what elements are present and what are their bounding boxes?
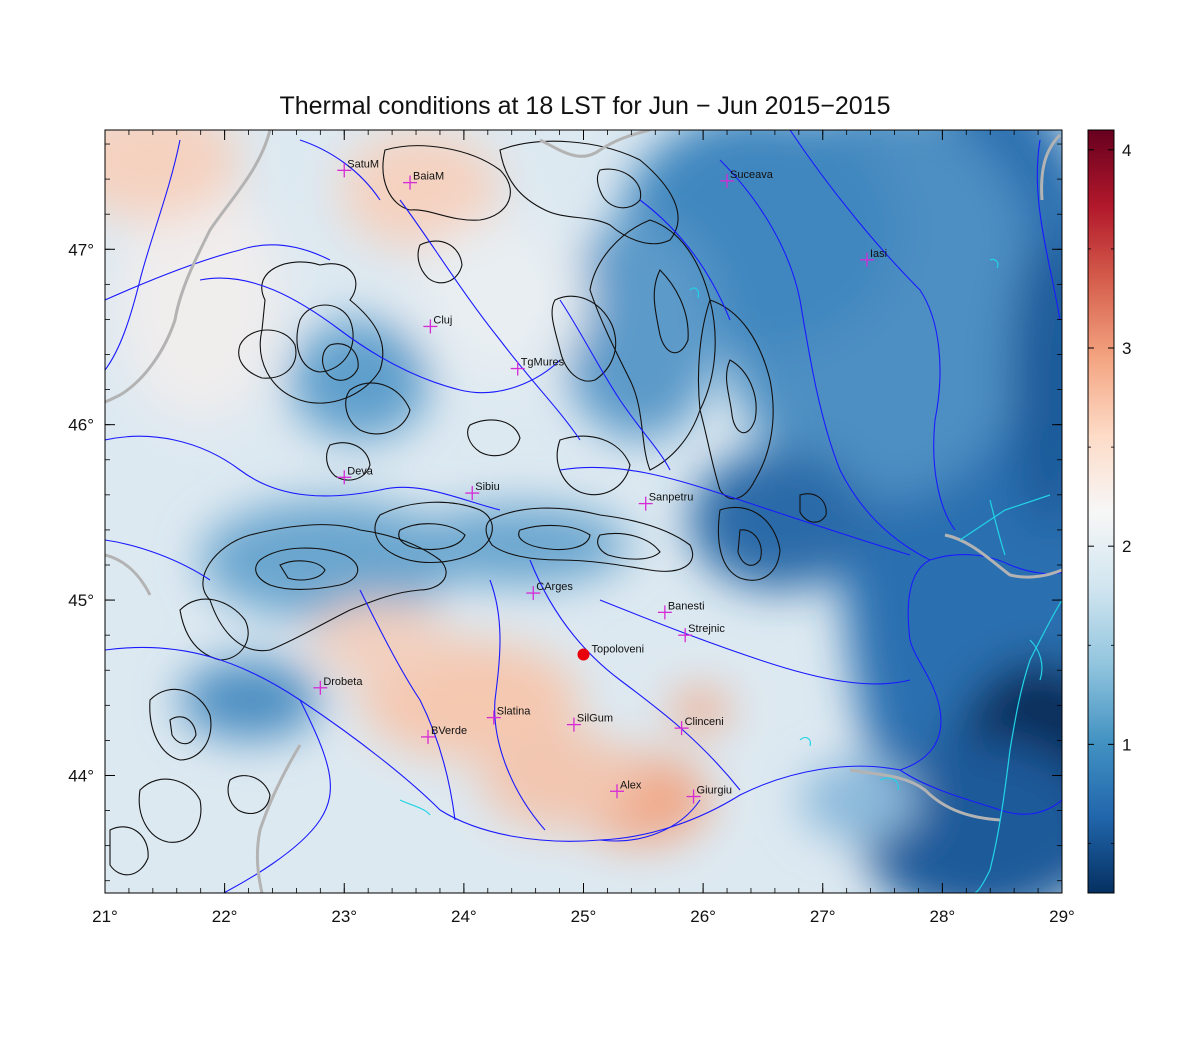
thermal-patch <box>180 660 320 740</box>
station-label: CArges <box>536 581 573 593</box>
map-panel <box>104 129 1063 894</box>
colorbar-tick-label: 4 <box>1122 141 1131 160</box>
lon-tick-label: 29° <box>1049 907 1075 926</box>
lon-tick-label: 21° <box>92 907 118 926</box>
lon-tick-label: 23° <box>331 907 357 926</box>
thermal-patch <box>860 740 1062 893</box>
station-label: Deva <box>347 465 374 477</box>
station-sanpetru: Sanpetru <box>638 492 694 511</box>
highlight-label: Topoloveni <box>592 643 645 655</box>
colorbar-tick-label: 3 <box>1122 339 1131 358</box>
station-alex: Alex <box>609 779 642 799</box>
station-clinceni: Clinceni <box>674 716 724 736</box>
station-satum: SatuM <box>337 158 379 178</box>
thermal-patch <box>480 730 640 830</box>
thermal-patch <box>340 130 500 250</box>
map-axis-ticks <box>104 130 1063 893</box>
lon-tick-label: 28° <box>930 907 956 926</box>
station-bverde: BVerde <box>420 725 467 744</box>
station-suceava: Suceava <box>720 169 774 188</box>
thermal-patch <box>290 320 430 440</box>
thermal-patch <box>1010 230 1062 530</box>
station-label: Slatina <box>497 706 532 718</box>
station-label: Sibiu <box>475 481 499 493</box>
station-drobeta: Drobeta <box>313 676 363 695</box>
station-carges: CArges <box>526 581 573 601</box>
colorbar-gradient <box>1087 129 1115 894</box>
station-label: Sanpetru <box>649 492 694 504</box>
station-label: SatuM <box>347 158 379 170</box>
thermal-patch <box>800 760 920 840</box>
highlight-marker <box>577 648 590 661</box>
coastline-lakes <box>399 258 1062 893</box>
colorbar-tick-label: 1 <box>1122 735 1131 754</box>
station-label: Clinceni <box>685 716 724 728</box>
station-label: BVerde <box>431 725 467 737</box>
station-cluj: Cluj <box>423 314 452 334</box>
station-label: Banesti <box>668 600 705 612</box>
lat-tick-label: 45° <box>68 591 94 610</box>
station-markers: SatuM BaiaM Suceava Iasi Cluj TgMures Deva Sibi… <box>313 158 887 804</box>
rivers <box>105 130 1062 893</box>
lon-tick-label: 24° <box>451 907 477 926</box>
station-baiam: BaiaM <box>403 171 444 190</box>
station-label: TgMures <box>521 357 565 369</box>
colorbar: 1 2 3 4 <box>1087 129 1131 894</box>
station-label: BaiaM <box>413 171 444 183</box>
latitude-axis: 44° 45° 46° 47° <box>68 240 94 785</box>
station-label: Iasi <box>870 248 887 260</box>
station-tgmures: TgMures <box>510 357 565 376</box>
lat-tick-label: 46° <box>68 416 94 435</box>
topography-contours <box>109 140 827 876</box>
lat-tick-label: 44° <box>68 766 94 785</box>
lon-tick-label: 22° <box>212 907 238 926</box>
station-label: SilGum <box>577 713 613 725</box>
map-title: Thermal conditions at 18 LST for Jun − J… <box>279 92 891 120</box>
lon-tick-label: 26° <box>690 907 716 926</box>
station-label: Giurgiu <box>697 785 732 797</box>
station-iasi: Iasi <box>860 248 887 267</box>
colorbar-ticks: 1 2 3 4 <box>1088 141 1131 844</box>
thermal-patch <box>200 500 460 620</box>
station-label: Cluj <box>433 314 452 326</box>
lon-tick-label: 25° <box>571 907 597 926</box>
station-slatina: Slatina <box>486 706 532 725</box>
country-borders <box>105 130 1062 893</box>
thermal-patch <box>105 130 240 220</box>
station-sibiu: Sibiu <box>465 481 500 501</box>
thermal-patch <box>560 220 720 440</box>
highlight-station: Topoloveni <box>577 643 645 661</box>
station-label: Strejnic <box>688 623 725 635</box>
lat-tick-label: 47° <box>68 240 94 259</box>
station-banesti: Banesti <box>657 600 705 620</box>
station-label: Drobeta <box>323 676 363 688</box>
station-strejnic: Strejnic <box>678 623 725 643</box>
thermal-patch <box>410 220 590 380</box>
thermal-patch <box>410 505 630 585</box>
station-giurgiu: Giurgiu <box>686 785 732 804</box>
station-silgum: SilGum <box>566 713 613 732</box>
lon-tick-label: 27° <box>810 907 836 926</box>
thermal-patch <box>310 600 450 680</box>
colorbar-tick-label: 2 <box>1122 537 1131 556</box>
station-deva: Deva <box>337 465 374 485</box>
station-label: Alex <box>620 779 642 791</box>
thermal-patch <box>670 690 730 730</box>
station-label: Suceava <box>730 169 774 181</box>
thermal-patch <box>690 450 870 590</box>
longitude-axis: 21° 22° 23° 24° 25° 26° 27° 28° 29° <box>92 907 1075 926</box>
